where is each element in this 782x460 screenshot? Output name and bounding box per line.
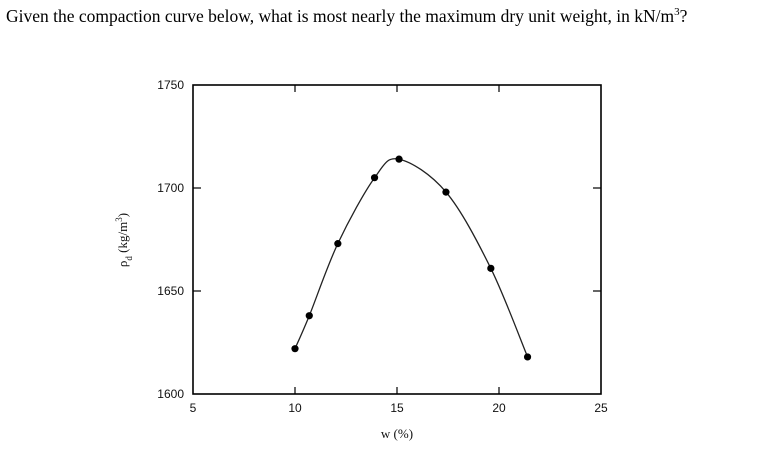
x-tick-label-25: 25 xyxy=(594,401,608,415)
y-tick-label-1600: 1600 xyxy=(157,387,184,401)
axis-ticks xyxy=(193,85,601,394)
data-point-5 xyxy=(395,155,403,163)
x-tick-label-5: 5 xyxy=(190,401,197,415)
compaction-curve-line xyxy=(294,158,529,358)
data-point-6 xyxy=(442,188,450,196)
y-tick-label-1750: 1750 xyxy=(157,78,184,92)
x-axis-label: w (%) xyxy=(381,426,413,441)
data-point-3 xyxy=(334,240,342,248)
data-point-1 xyxy=(291,345,299,353)
tick-labels: 5 10 15 20 25 1600 1650 1700 1750 xyxy=(157,78,608,415)
y-tick-label-1700: 1700 xyxy=(157,181,184,195)
data-point-7 xyxy=(487,264,495,272)
data-points xyxy=(291,155,532,361)
plot-frame xyxy=(192,84,602,395)
y-axis-label: ρd (kg/m3) xyxy=(114,213,134,267)
x-tick-label-10: 10 xyxy=(288,401,302,415)
data-point-2 xyxy=(305,312,313,320)
question-suffix: ? xyxy=(679,6,688,26)
x-tick-label-20: 20 xyxy=(492,401,506,415)
x-tick-label-15: 15 xyxy=(390,401,404,415)
y-tick-label-1650: 1650 xyxy=(157,284,184,298)
data-point-4 xyxy=(370,174,379,182)
question-text: Given the compaction curve below, what i… xyxy=(6,4,776,28)
data-point-8 xyxy=(523,353,532,361)
question-main: Given the compaction curve below, what i… xyxy=(6,6,675,26)
question-superscript: 3 xyxy=(674,6,680,19)
